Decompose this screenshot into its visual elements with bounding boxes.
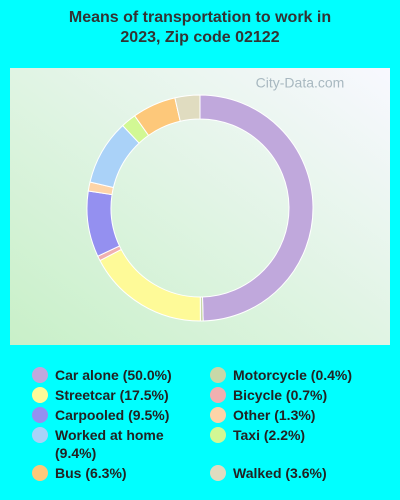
- legend-swatch: [32, 387, 48, 403]
- legend-swatch: [210, 387, 226, 403]
- legend-item: Motorcycle (0.4%): [210, 366, 380, 384]
- legend-swatch: [210, 367, 226, 383]
- legend-item: Bus (6.3%): [32, 464, 210, 482]
- legend-label: Car alone (50.0%): [55, 367, 172, 383]
- legend-swatch: [210, 465, 226, 481]
- legend-swatch: [210, 427, 226, 443]
- legend-item: Car alone (50.0%): [32, 366, 210, 384]
- legend-item: Streetcar (17.5%): [32, 386, 210, 404]
- legend-label: Taxi (2.2%): [233, 427, 306, 443]
- legend-label: Walked (3.6%): [233, 465, 327, 481]
- legend-item: Walked (3.6%): [210, 464, 380, 482]
- donut-slice: [174, 94, 201, 122]
- legend-swatch: [32, 427, 48, 443]
- legend-label: Worked at home (9.4%): [55, 427, 164, 461]
- legend-item: Carpooled (9.5%): [32, 406, 210, 424]
- legend-swatch: [210, 407, 226, 423]
- legend-item: Taxi (2.2%): [210, 426, 380, 462]
- legend-item: Bicycle (0.7%): [210, 386, 380, 404]
- legend-label: Bus (6.3%): [55, 465, 127, 481]
- legend-item: Worked at home (9.4%): [32, 426, 210, 462]
- legend-label: Carpooled (9.5%): [55, 407, 170, 423]
- watermark: City-Data.com: [256, 75, 345, 91]
- chart: City-Data.com: [10, 68, 390, 345]
- legend-swatch: [32, 367, 48, 383]
- title-box: Means of transportation to work in 2023,…: [0, 8, 400, 48]
- legend-label: Streetcar (17.5%): [55, 387, 169, 403]
- chart-title: Means of transportation to work in 2023,…: [68, 9, 332, 46]
- legend-label: Bicycle (0.7%): [233, 387, 328, 403]
- legend-swatch: [32, 465, 48, 481]
- legend-label: Other (1.3%): [233, 407, 316, 423]
- legend: Car alone (50.0%) Motorcycle (0.4%) Street…: [32, 366, 392, 482]
- legend-label: Motorcycle (0.4%): [233, 367, 353, 383]
- legend-swatch: [32, 407, 48, 423]
- legend-item: Other (1.3%): [210, 406, 380, 424]
